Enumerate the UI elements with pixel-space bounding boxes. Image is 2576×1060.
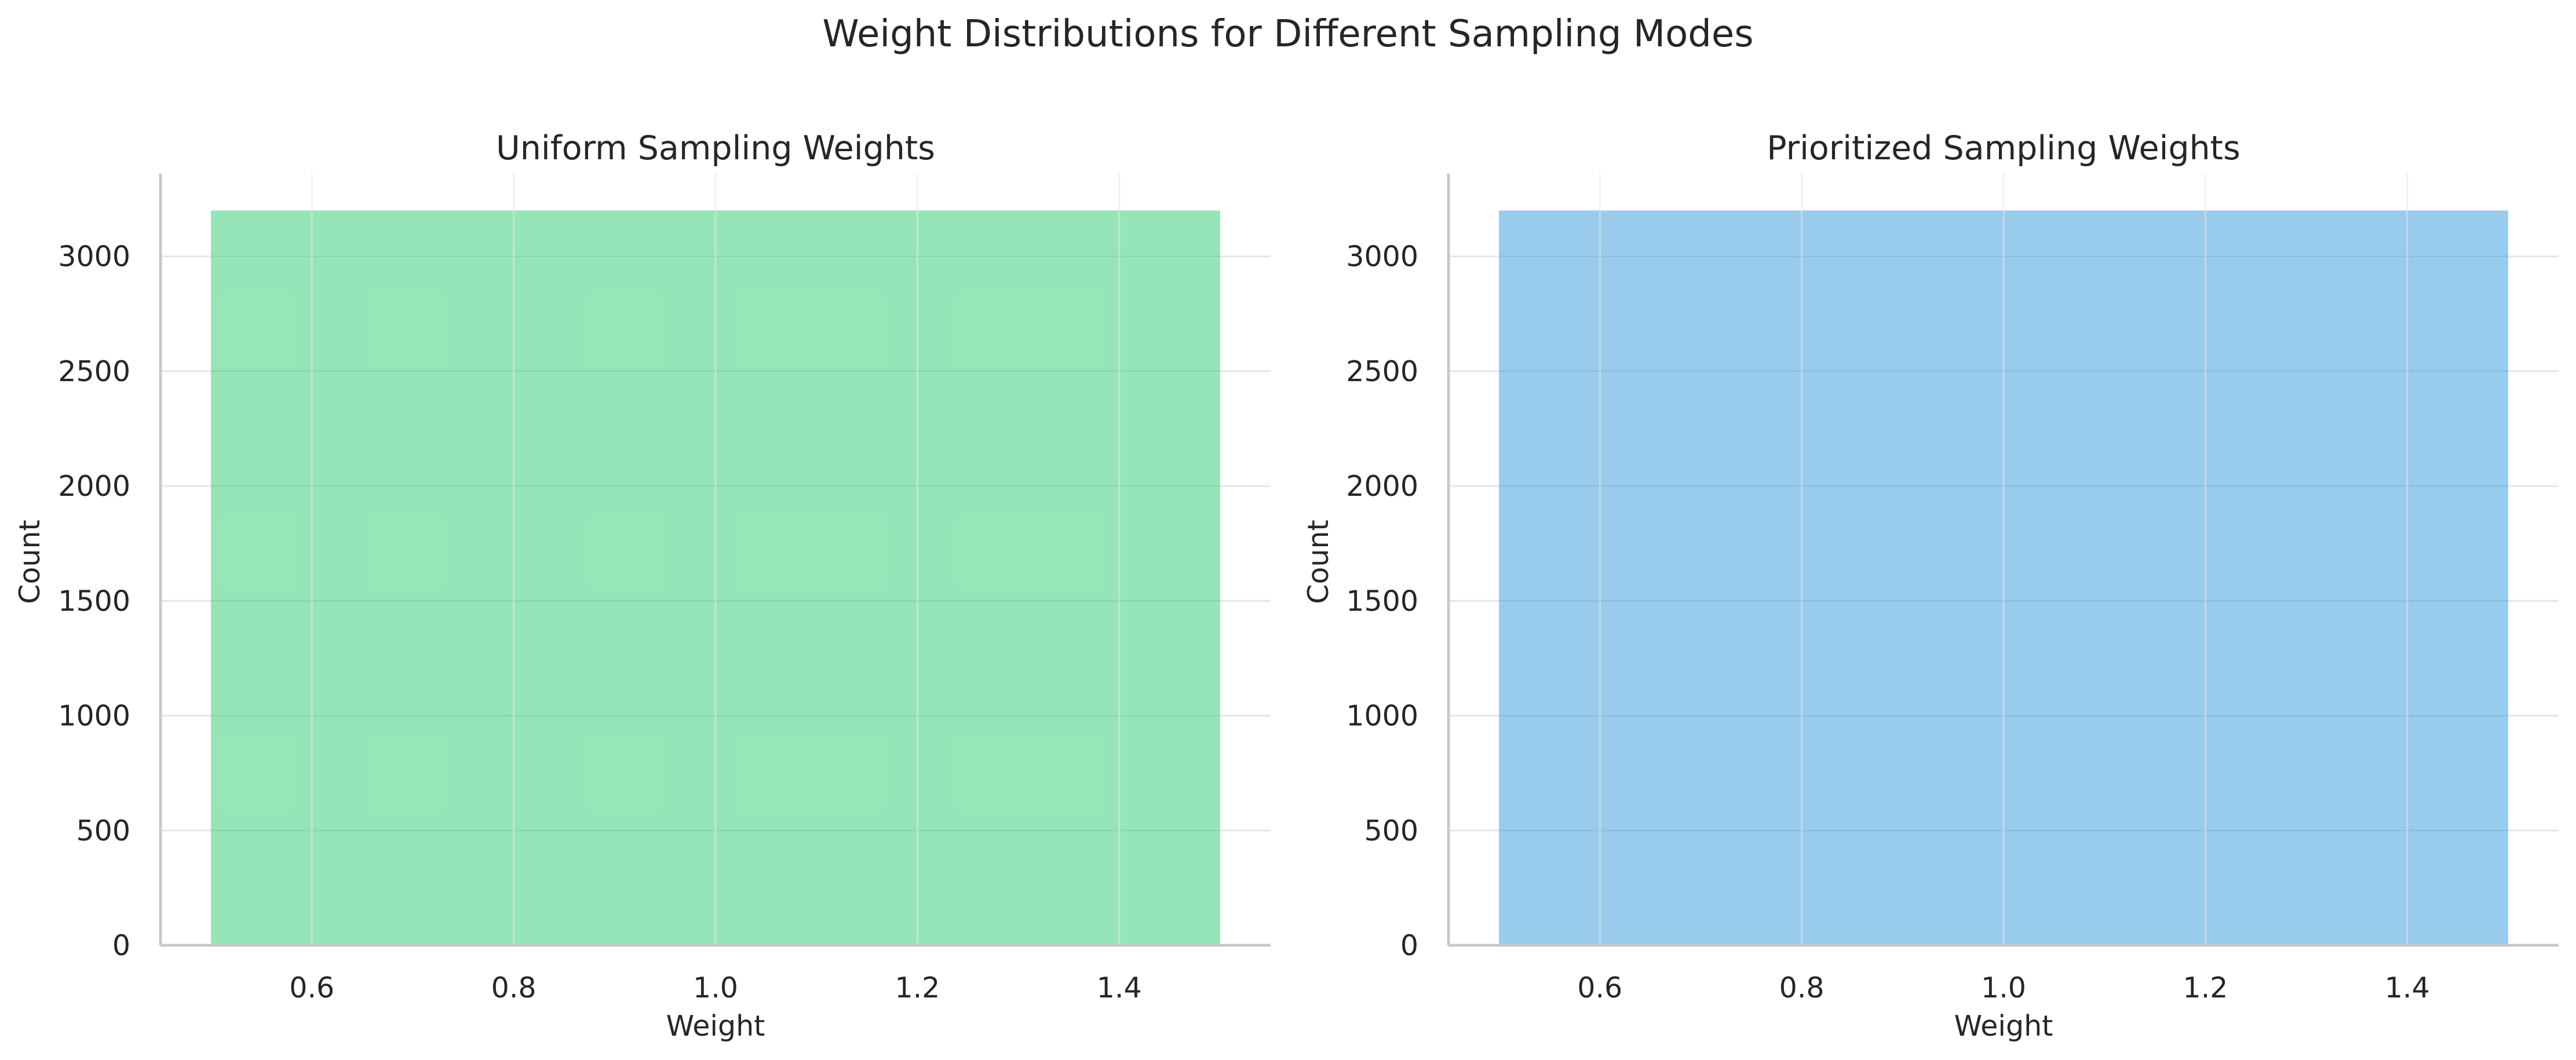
y-tick-label: 2500 <box>1346 355 1418 388</box>
y-tick-label: 2000 <box>1346 470 1418 503</box>
x-tick-label: 0.6 <box>1577 971 1622 1004</box>
x-axis-label: Weight <box>1954 1010 2053 1043</box>
x-tick-label: 0.8 <box>491 971 537 1004</box>
y-tick-label: 0 <box>1400 929 1418 962</box>
y-tick-label: 0 <box>112 929 130 962</box>
y-axis-label: Count <box>1302 520 1335 604</box>
x-tick-label: 1.0 <box>1981 971 2026 1004</box>
figure-title: Weight Distributions for Different Sampl… <box>822 13 1753 56</box>
chart-title: Uniform Sampling Weights <box>496 129 935 167</box>
x-tick-label: 1.2 <box>895 971 940 1004</box>
y-tick-label: 1500 <box>1346 584 1418 617</box>
y-tick-label: 2500 <box>58 355 130 388</box>
uniform-weights-panel: Uniform Sampling Weights Weight Count 0.… <box>13 129 1271 1043</box>
y-tick-label: 500 <box>1364 814 1418 847</box>
x-tick-label: 1.4 <box>1097 971 1142 1004</box>
y-tick-label: 1000 <box>58 700 130 733</box>
x-tick-label: 1.2 <box>2183 971 2228 1004</box>
prioritized-weights-panel: Prioritized Sampling Weights Weight Coun… <box>1302 129 2559 1043</box>
y-tick-label: 3000 <box>1346 240 1418 273</box>
y-tick-label: 1000 <box>1346 700 1418 733</box>
chart-title: Prioritized Sampling Weights <box>1767 129 2240 167</box>
y-tick-label: 2000 <box>58 470 130 503</box>
y-tick-label: 3000 <box>58 240 130 273</box>
x-tick-label: 0.8 <box>1779 971 1825 1004</box>
y-axis-label: Count <box>13 520 46 604</box>
x-axis-label: Weight <box>666 1010 765 1043</box>
y-tick-label: 500 <box>76 814 130 847</box>
y-tick-label: 1500 <box>58 584 130 617</box>
x-tick-label: 0.6 <box>289 971 334 1004</box>
x-tick-label: 1.0 <box>693 971 738 1004</box>
x-tick-label: 1.4 <box>2385 971 2430 1004</box>
